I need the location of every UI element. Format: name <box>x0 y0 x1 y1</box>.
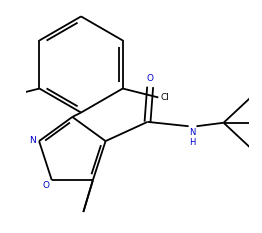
Text: N: N <box>29 136 36 145</box>
Text: Cl: Cl <box>0 93 1 102</box>
Text: N
H: N H <box>189 128 196 147</box>
Text: O: O <box>42 181 49 190</box>
Text: Cl: Cl <box>161 93 170 102</box>
Text: O: O <box>147 74 154 83</box>
